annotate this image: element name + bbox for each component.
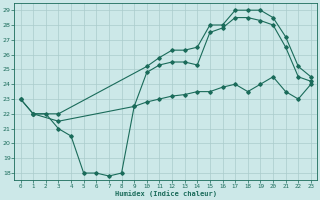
X-axis label: Humidex (Indice chaleur): Humidex (Indice chaleur) [115,190,217,197]
